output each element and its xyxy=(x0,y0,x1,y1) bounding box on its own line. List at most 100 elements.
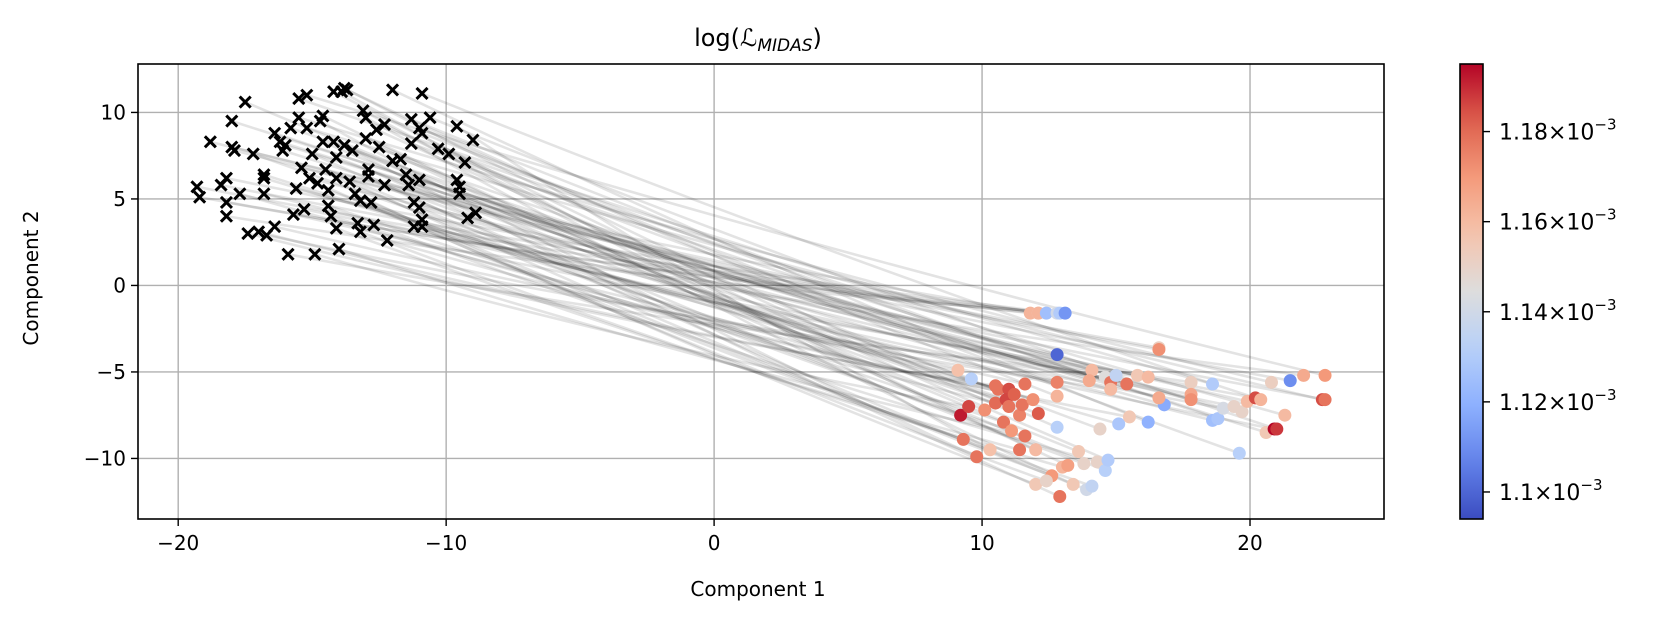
source-point xyxy=(415,213,429,227)
source-point xyxy=(190,180,204,194)
target-point xyxy=(1082,374,1096,388)
source-point xyxy=(308,247,322,261)
source-point xyxy=(442,147,456,161)
source-point xyxy=(329,171,343,185)
target-point xyxy=(997,415,1011,429)
connection-line xyxy=(333,90,1021,417)
source-point xyxy=(359,131,373,145)
source-point xyxy=(289,182,303,196)
connection-line xyxy=(335,227,1020,452)
source-point xyxy=(359,111,373,125)
source-point xyxy=(385,154,400,168)
source-point xyxy=(219,195,233,209)
connection-line xyxy=(282,149,1128,386)
colorbar-tick-label: 1.14×10−3 xyxy=(1499,296,1617,326)
connection-line xyxy=(234,149,1160,351)
colorbar-gradient xyxy=(1460,64,1483,519)
target-point xyxy=(1090,455,1104,469)
target-point xyxy=(1098,464,1112,478)
source-point xyxy=(321,199,335,213)
target-point xyxy=(1085,363,1099,377)
grid xyxy=(138,64,1384,519)
target-point xyxy=(1270,422,1284,436)
connection-line xyxy=(231,145,1160,350)
source-point xyxy=(257,171,271,185)
x-tick-label: 0 xyxy=(708,531,721,555)
target-point xyxy=(1018,377,1032,391)
source-point xyxy=(412,201,426,215)
connection-line xyxy=(405,173,1192,401)
source-point xyxy=(300,121,314,135)
target-point xyxy=(1141,415,1155,429)
source-point xyxy=(327,135,341,149)
source-point xyxy=(369,123,384,137)
connection-line xyxy=(359,199,1047,483)
source-point xyxy=(321,183,335,197)
source-point xyxy=(361,169,376,184)
connection-line xyxy=(274,131,1112,384)
target-point xyxy=(1109,368,1123,382)
target-point xyxy=(1130,368,1144,382)
source-point xyxy=(402,178,416,192)
connection-line xyxy=(338,247,1026,438)
connection-line xyxy=(263,176,1058,384)
source-point xyxy=(286,207,300,222)
connection-line xyxy=(226,176,1058,315)
connection-line xyxy=(258,230,1010,391)
source-point xyxy=(257,187,271,201)
source-point xyxy=(345,143,359,158)
source-point xyxy=(329,150,343,164)
connection-line xyxy=(429,116,1278,431)
target-point xyxy=(1029,477,1043,491)
connection-line xyxy=(373,223,1098,464)
connection-line xyxy=(421,225,1275,431)
connection-line xyxy=(330,215,1015,396)
target-point xyxy=(1112,417,1126,431)
connection-line xyxy=(418,126,1240,455)
connection-line xyxy=(293,213,1192,384)
source-point xyxy=(356,104,370,118)
target-point xyxy=(1050,389,1064,403)
x-axis-label: Component 1 xyxy=(690,577,825,601)
target-point xyxy=(1005,424,1019,438)
connection-line xyxy=(448,152,1090,382)
connection-line xyxy=(290,126,1165,407)
source-point xyxy=(310,176,325,190)
source-point xyxy=(252,225,266,239)
connection-line xyxy=(309,176,1326,401)
target-point xyxy=(1232,446,1246,460)
target-point xyxy=(1235,405,1249,419)
source-point xyxy=(329,221,343,235)
source-point xyxy=(431,142,445,156)
target-point xyxy=(1026,393,1040,407)
target-point xyxy=(978,403,992,417)
target-point xyxy=(1152,391,1166,405)
connection-line xyxy=(252,152,999,391)
source-point xyxy=(340,83,354,97)
source-point xyxy=(246,147,260,161)
source-point xyxy=(316,135,330,149)
connection-line xyxy=(343,87,1058,429)
connection-line xyxy=(239,192,959,372)
x-tick-label: 10 xyxy=(969,531,994,555)
connection-line xyxy=(322,114,986,412)
y-tick-label: 10 xyxy=(101,100,126,124)
connection-line xyxy=(199,195,1039,315)
target-point xyxy=(1018,429,1032,443)
target-point xyxy=(970,450,984,464)
source-point xyxy=(268,126,282,140)
target-point xyxy=(1029,443,1043,457)
connection-line xyxy=(456,125,991,451)
connection-line xyxy=(314,253,969,408)
source-point xyxy=(415,86,429,100)
connection-line xyxy=(333,140,1023,407)
connection-line xyxy=(327,204,1010,408)
source-point xyxy=(268,220,282,234)
source-point xyxy=(351,216,365,230)
target-point xyxy=(1206,377,1220,391)
connection-line xyxy=(301,166,1291,382)
target-point xyxy=(991,382,1005,396)
connection-line xyxy=(266,234,1106,379)
source-point xyxy=(367,218,381,232)
